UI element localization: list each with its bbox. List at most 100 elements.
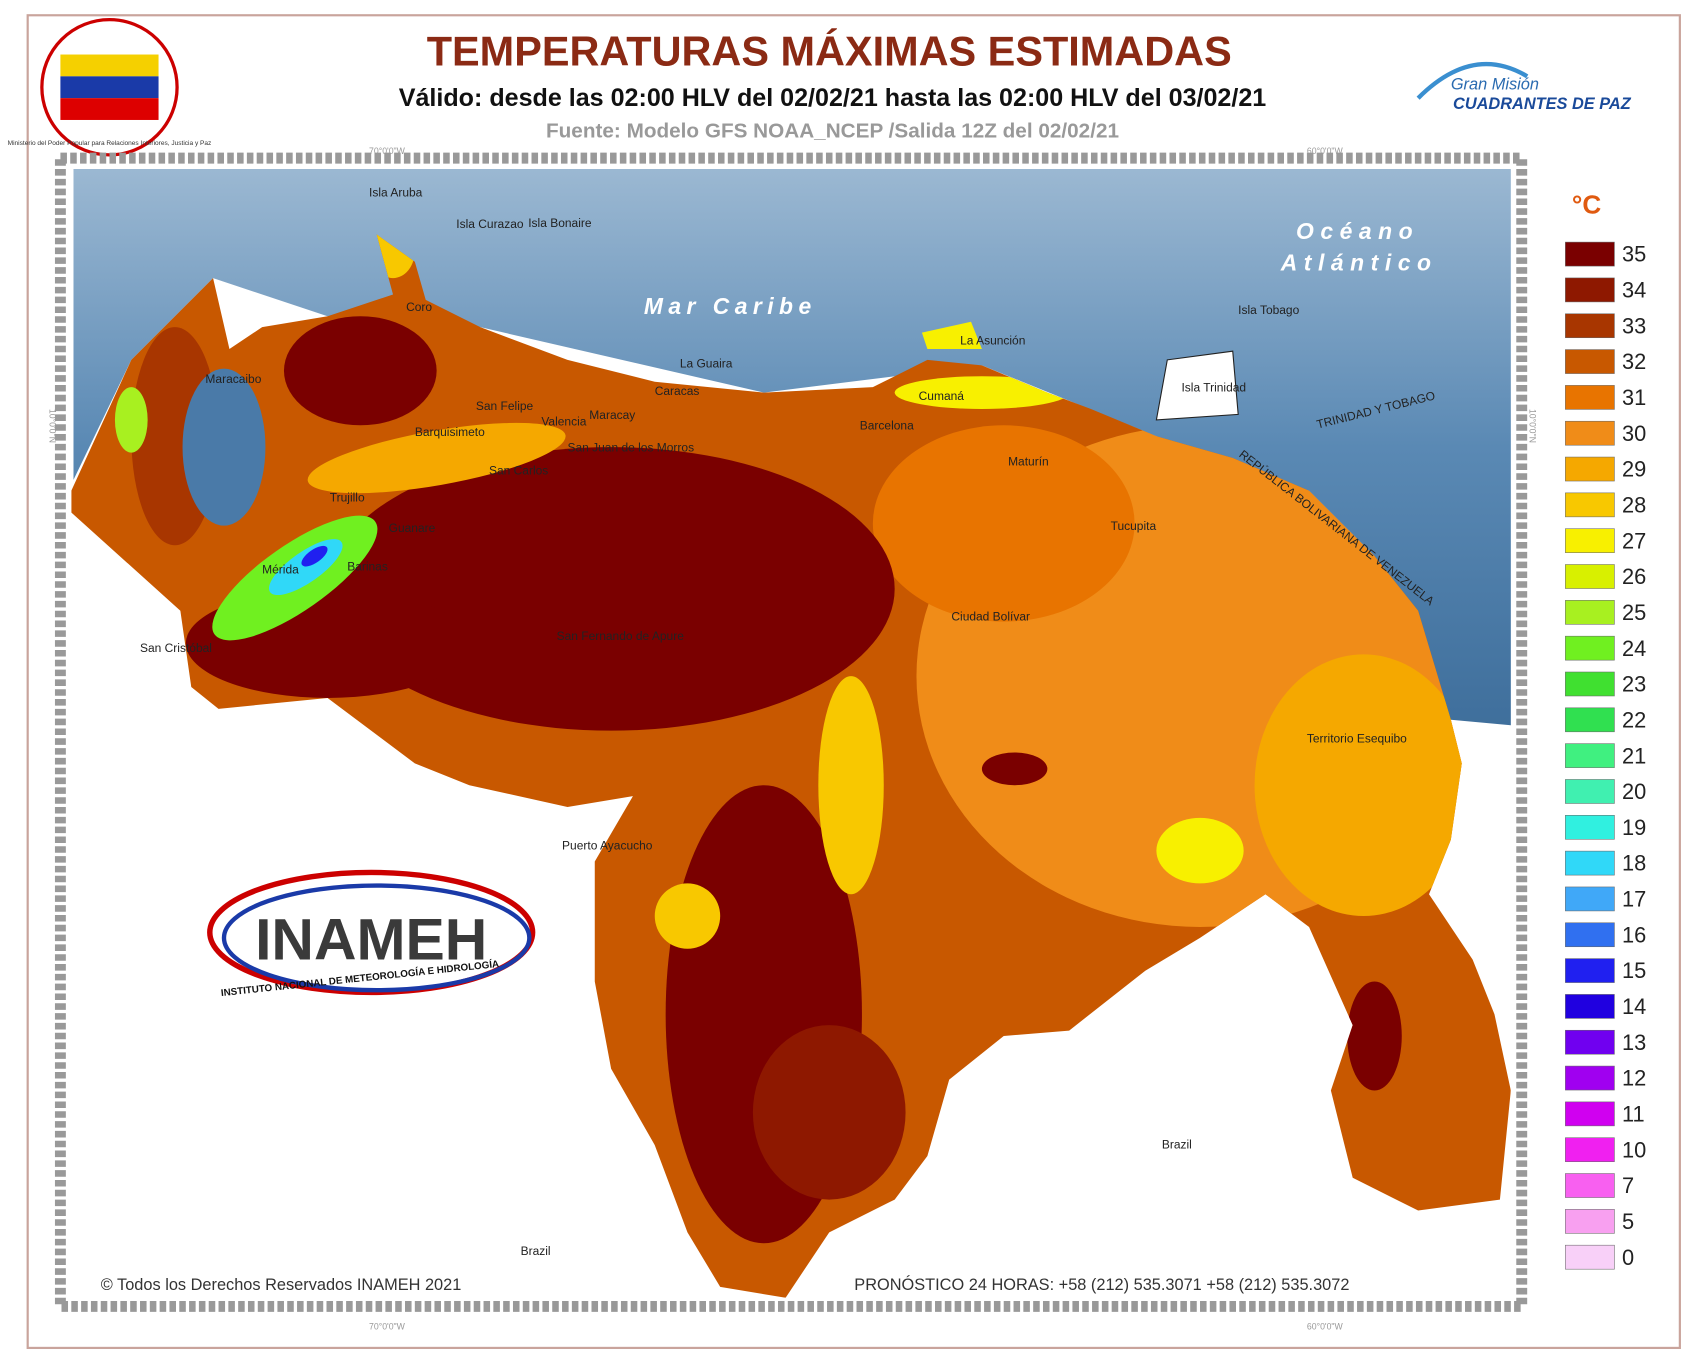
legend-swatch [1565,707,1615,733]
legend-swatch [1565,313,1615,339]
place: La Asunción [960,334,1025,348]
place: Barquisimeto [415,425,485,439]
graticule-label: 60°0'0"W [1307,1321,1344,1331]
place: Isla Curazao [456,217,524,231]
legend-label: 25 [1622,600,1646,625]
legend-swatch [1565,671,1615,697]
legend-swatch [1565,743,1615,768]
contact: PRONÓSTICO 24 HORAS: +58 (212) 535.3071 … [854,1275,1349,1294]
trinidad [1155,350,1239,421]
legend-swatch [1565,420,1615,446]
sea-label: Atlántico [1280,249,1438,275]
legend-label: 22 [1622,707,1646,732]
graticule-label: 60°0'0"W [1307,146,1344,156]
place: Ciudad Bolívar [951,610,1030,624]
legend-swatch [1565,1065,1615,1091]
place: Tucupita [1111,519,1157,533]
legend-unit: °C [1572,190,1601,220]
legend-swatch [1565,385,1615,410]
sea-label: Mar Caribe [644,293,817,319]
place: Caracas [655,384,700,398]
legend-swatch [1565,994,1615,1019]
legend-swatch [1565,277,1615,303]
place: Maturín [1008,455,1049,469]
subtitle: Válido: desde las 02:00 HLV del 02/02/21… [399,84,1267,112]
legend-label: 35 [1622,242,1646,267]
graticule-label: 10°0'0"N [1527,409,1537,443]
place: Maracaibo [205,372,261,386]
legend-label: 29 [1622,457,1646,482]
graticule-label: 10°0'0"N [47,409,57,443]
mission-top: Gran Misión [1451,75,1539,93]
legend-swatch [1565,600,1615,625]
legend-swatch [1565,1209,1615,1234]
legend: 35 34 33 32 31 30 29 28 27 26 25 24 23 22 21 20 19 18 17 16… [1565,242,1646,1270]
legend-swatch [1565,1029,1615,1055]
legend-label: 30 [1622,421,1646,446]
legend-label: 17 [1622,887,1646,912]
ministry-logo: Ministerio del Poder Popular para Relaci… [8,17,212,157]
place: Guanare [389,521,436,535]
legend-label: 24 [1622,636,1646,661]
place: San Carlos [489,463,548,477]
legend-swatch [1565,1244,1615,1270]
place: Brazil [521,1244,551,1258]
legend-swatch [1565,886,1615,912]
legend-swatch [1565,349,1615,374]
legend-swatch [1565,1101,1615,1127]
legend-label: 21 [1622,743,1646,768]
place: Maracay [589,408,635,422]
place: Barinas [347,559,388,573]
inameh-logo: INAMEH INSTITUTO NACIONAL DE METEOROLOGÍ… [207,869,536,999]
legend-swatch [1565,528,1615,553]
legend-swatch [1565,850,1615,876]
lake-maracaibo [182,368,266,526]
legend-swatch [1565,922,1615,948]
legend-swatch [1565,779,1615,804]
place: Isla Aruba [369,185,423,199]
place: Mérida [262,563,299,577]
place: Isla Trinidad [1181,381,1246,395]
legend-label: 10 [1622,1137,1646,1162]
legend-swatch [1565,456,1615,482]
place: San Cristóbal [140,641,212,655]
legend-label: 26 [1622,564,1646,589]
place: La Guaira [680,357,733,371]
legend-label: 15 [1622,958,1646,983]
legend-label: 14 [1622,994,1646,1019]
legend-swatch [1565,241,1615,267]
legend-swatch [1565,958,1615,983]
sea-label: Océano [1296,218,1419,244]
legend-label: 7 [1622,1173,1634,1198]
legend-label: 27 [1622,528,1646,553]
place: Brazil [1162,1137,1192,1151]
legend-label: 32 [1622,349,1646,374]
source: Fuente: Modelo GFS NOAA_NCEP /Salida 12Z… [546,119,1119,142]
place: Isla Bonaire [528,216,592,230]
graticule-label: 70°0'0"W [369,1321,406,1331]
place: Trujillo [330,491,365,505]
legend-label: 34 [1622,278,1646,303]
place: Isla Tobago [1238,303,1299,317]
title: TEMPERATURAS MÁXIMAS ESTIMADAS [427,27,1232,74]
legend-label: 12 [1622,1066,1646,1091]
legend-swatch [1565,564,1615,589]
legend-label: 19 [1622,815,1646,840]
legend-swatch [1565,1173,1615,1198]
legend-swatch [1565,1137,1615,1162]
place: San Fernando de Apure [557,629,685,643]
legend-label: 33 [1622,313,1646,338]
legend-label: 0 [1622,1245,1634,1270]
legend-label: 13 [1622,1030,1646,1055]
copyright: © Todos los Derechos Reservados INAMEH 2… [101,1276,462,1294]
ministry-text: Ministerio del Poder Popular para Relaci… [8,140,212,147]
inameh-text: INAMEH [255,908,487,973]
legend-label: 28 [1622,493,1646,518]
margarita [921,321,982,349]
legend-label: 23 [1622,672,1646,697]
place: Coro [406,300,432,314]
legend-label: 11 [1622,1102,1645,1127]
legend-swatch [1565,635,1615,661]
place: Valencia [541,414,586,428]
